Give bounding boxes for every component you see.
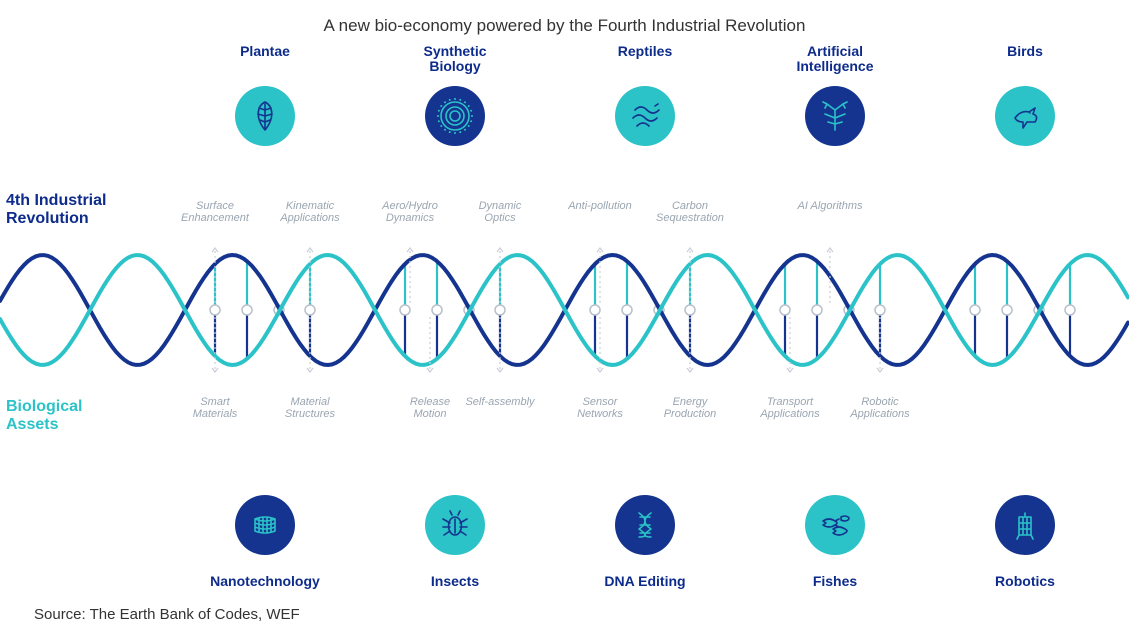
snake-icon [615,86,675,146]
annotation: RoboticApplications [835,396,925,420]
annotation: EnergyProduction [645,396,735,420]
annotation: AI Algorithms [785,200,875,212]
annotation: Aero/HydroDynamics [365,200,455,224]
nano-icon [235,495,295,555]
annotation: TransportApplications [745,396,835,420]
annotation: Self-assembly [455,396,545,408]
bottom-category-label: Insects [385,574,525,589]
annotation: SmartMaterials [170,396,260,420]
bottom-category-label: Nanotechnology [195,574,335,589]
bird-icon [995,86,1055,146]
ring-icon [425,86,485,146]
annotation: SurfaceEnhancement [170,200,260,224]
annotation: DynamicOptics [455,200,545,224]
source-credit: Source: The Earth Bank of Codes, WEF [34,606,300,623]
annotation: Anti-pollution [555,200,645,212]
annotation: KinematicApplications [265,200,355,224]
ai-icon [805,86,865,146]
bottom-category-label: Fishes [765,574,905,589]
top-category-label: Reptiles [575,44,715,59]
helix-diagram [0,235,1129,385]
top-category-label: Plantae [195,44,335,59]
leaf-icon [235,86,295,146]
insect-icon [425,495,485,555]
top-category-label: ArtificialIntelligence [765,44,905,75]
bottom-category-label: DNA Editing [575,574,715,589]
fish-icon [805,495,865,555]
dna-icon [615,495,675,555]
top-category-label: Birds [955,44,1095,59]
annotation: MaterialStructures [265,396,355,420]
annotation: CarbonSequestration [645,200,735,224]
top-category-label: SyntheticBiology [385,44,525,75]
page-title: A new bio-economy powered by the Fourth … [0,16,1129,36]
annotation: SensorNetworks [555,396,645,420]
robot-icon [995,495,1055,555]
axis-label-bottom: BiologicalAssets [6,398,82,435]
axis-label-top: 4th IndustrialRevolution [6,192,106,229]
bottom-category-label: Robotics [955,574,1095,589]
